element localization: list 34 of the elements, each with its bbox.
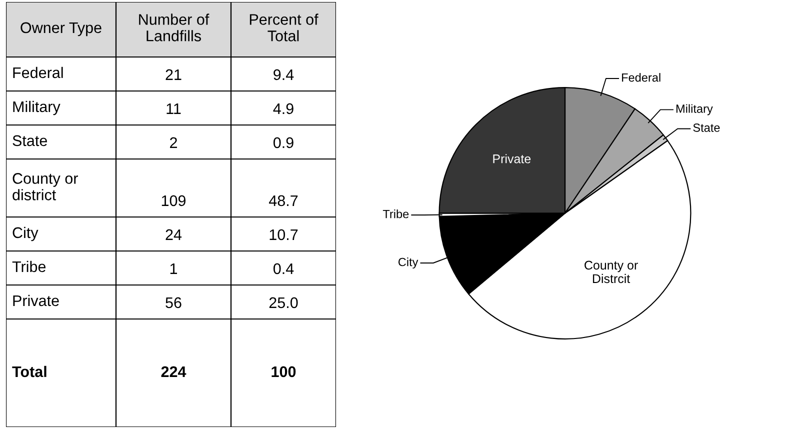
category-label: Military <box>13 100 60 116</box>
category-label: Private <box>13 294 59 306</box>
category-label: City <box>12 226 38 242</box>
data-label: 25.0 <box>269 297 298 308</box>
text: Number of Landfills <box>139 14 210 42</box>
data-label: 4.9 <box>273 103 294 114</box>
data-label: 109 <box>162 195 186 206</box>
data-label: 24 <box>166 229 182 240</box>
data-label: 1 <box>170 263 178 274</box>
text: 100 <box>272 366 296 378</box>
category-label: Federal <box>13 66 63 78</box>
data-label: 9.4 <box>274 69 294 80</box>
data-label: 56 <box>166 297 182 308</box>
text: Percent of Total <box>250 14 318 42</box>
text: Owner Type <box>20 22 102 36</box>
slice-label: State <box>693 124 720 132</box>
text: 224 <box>161 366 186 377</box>
slice-label: Military <box>676 104 713 116</box>
text: Total <box>12 366 46 378</box>
category-label: State <box>12 135 47 146</box>
data-label: 0.9 <box>273 137 294 148</box>
data-label: 0.4 <box>273 263 294 274</box>
data-label: 11 <box>166 103 181 114</box>
category-label: Tribe <box>12 260 46 272</box>
slice-label: Private <box>493 154 531 164</box>
slice-label: Federal <box>622 73 660 82</box>
category-label: County or district <box>12 173 78 200</box>
slice-label: County or Distrcit <box>584 260 638 284</box>
data-label: 10.7 <box>270 229 298 240</box>
data-label: 21 <box>166 69 182 80</box>
data-label: 2 <box>170 137 177 148</box>
data-label: 48.7 <box>268 195 298 206</box>
slice-label: Tribe <box>382 210 409 218</box>
slice-label: City <box>398 258 418 269</box>
